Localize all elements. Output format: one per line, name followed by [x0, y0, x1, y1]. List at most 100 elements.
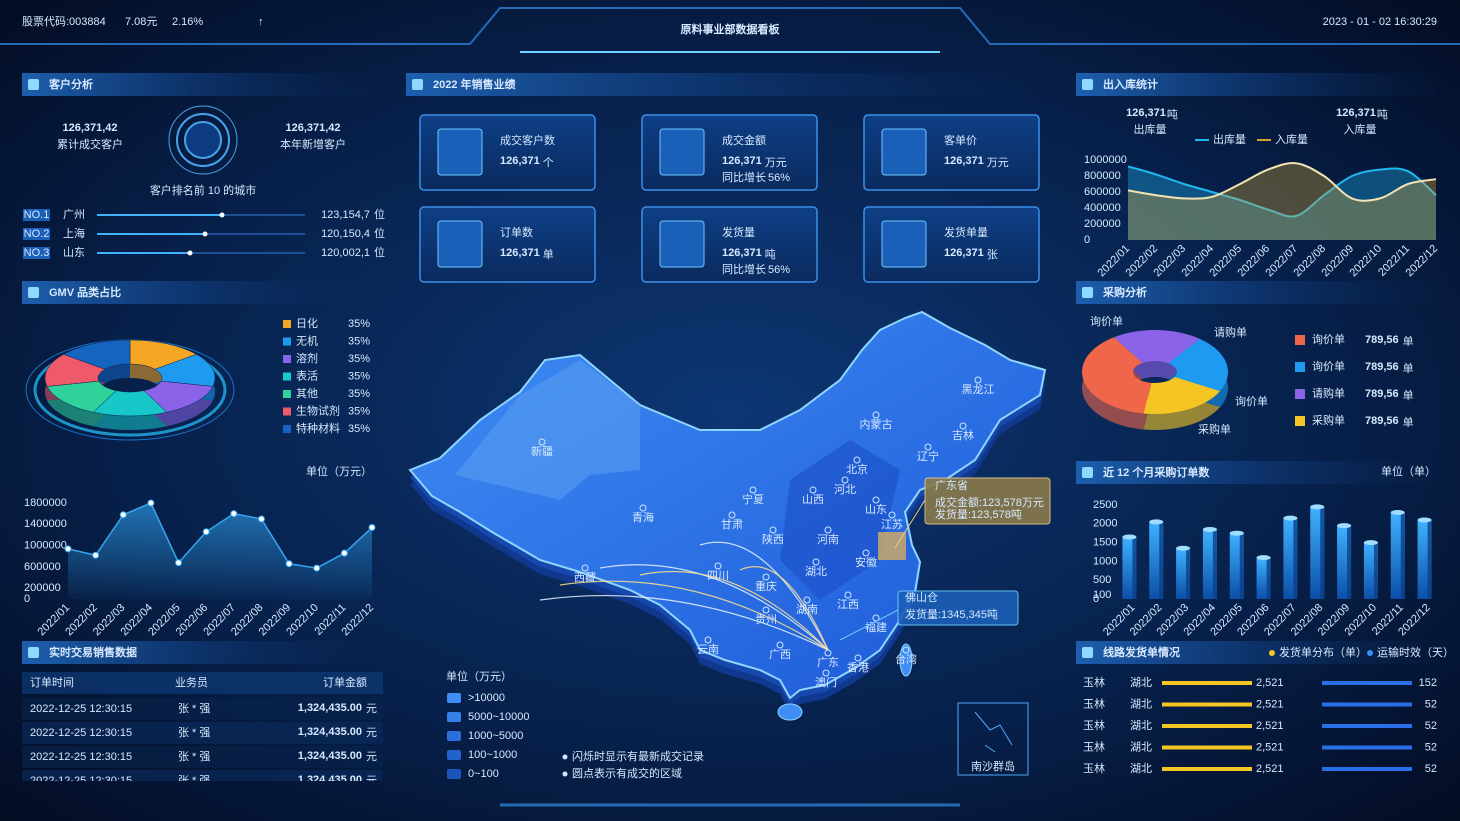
table-row-bg	[22, 698, 383, 720]
province-label: 广东	[817, 656, 839, 669]
map-dot	[776, 641, 784, 649]
bar-cap	[1149, 519, 1164, 525]
trend-point	[175, 559, 183, 567]
map-legend-swatch	[447, 712, 461, 722]
flow-line	[599, 564, 829, 651]
y-tick-label: 1000000	[24, 540, 67, 552]
province-label: 重庆	[755, 579, 777, 593]
province-label: 辽宁	[917, 449, 939, 463]
route-from: 玉林	[1083, 761, 1105, 775]
trend-point	[92, 551, 100, 559]
kpi-value: 126,371	[944, 155, 984, 167]
inset-islands	[974, 711, 1013, 753]
province-label: 江西	[837, 598, 859, 611]
tooltip-line: 成交金额:123,578万元	[935, 495, 1044, 509]
bar-cap	[1122, 534, 1137, 540]
salesperson: 张 * 强	[178, 726, 210, 739]
kpi-growth: 56%	[768, 172, 790, 184]
legend-unit: 单	[1403, 416, 1414, 429]
tooltip-leader	[894, 499, 926, 549]
flow-line	[539, 594, 829, 651]
y-tick-label: 200000	[24, 582, 61, 594]
y-tick-label: 500	[1093, 574, 1111, 586]
panel-header	[406, 73, 1036, 96]
bar-cap	[1390, 510, 1405, 516]
map-dot	[853, 456, 861, 464]
table-row-bg	[22, 722, 383, 744]
y-tick-label: 0	[24, 593, 30, 605]
flow-line	[559, 580, 829, 651]
route-count: 2,521	[1256, 720, 1284, 732]
trend-point	[340, 549, 348, 557]
rank: NO.1	[24, 209, 50, 221]
map-legend-title: 单位（万元）	[446, 669, 512, 683]
legend-label: 无机	[296, 333, 318, 347]
stat-value: 126,371	[1126, 107, 1166, 119]
legend-swatch	[283, 320, 291, 328]
province-label: 河南	[817, 533, 839, 546]
customer-ring	[176, 113, 230, 167]
stat-label: 入库量	[1344, 123, 1377, 136]
legend-swatch	[283, 425, 291, 433]
legend-swatch	[1295, 416, 1305, 426]
bar-side	[1373, 542, 1378, 599]
rank-badge	[23, 247, 50, 259]
panel-icon	[1082, 647, 1093, 658]
legend-swatch	[283, 337, 291, 346]
inset-label: 南沙群岛	[971, 759, 1015, 773]
bar-side	[1320, 506, 1325, 599]
legend-value: 789,56	[1365, 334, 1399, 346]
legend-dot	[1269, 650, 1275, 656]
legend-unit: 单	[1403, 335, 1414, 348]
panel-title: 近 12 个月采购订单数	[1103, 465, 1210, 479]
kpi-icon	[881, 128, 927, 176]
stock-arrow: ↑	[258, 16, 264, 28]
bar-side	[1427, 520, 1432, 599]
kpi-unit: 万元	[987, 157, 1009, 169]
stock-change: 2.16%	[172, 16, 203, 28]
legend-label: 运输时效（天）	[1377, 645, 1454, 659]
route-from: 玉林	[1083, 675, 1105, 689]
panel-header	[22, 281, 385, 304]
panel-header	[1076, 281, 1438, 304]
y-tick-label: 1500	[1093, 537, 1117, 549]
province-label: 河北	[834, 483, 856, 496]
rank-dot	[219, 212, 225, 218]
bar-cap	[1310, 504, 1325, 510]
map-dot	[974, 376, 982, 384]
legend-swatch	[283, 355, 291, 363]
kpi-value: 126,371	[500, 247, 540, 259]
kpi-icon	[881, 220, 927, 268]
kpi-label: 成交金额	[722, 133, 766, 147]
route-days: 52	[1425, 698, 1437, 710]
trend-area	[68, 503, 372, 599]
map-dot	[769, 526, 777, 534]
kpi-value: 126,371	[500, 155, 540, 167]
pie-label: 请购单	[1214, 325, 1247, 339]
province-label: 山西	[802, 493, 824, 506]
map-dot	[803, 596, 811, 604]
map-note: 闪烁时显示有最新成交记录	[572, 749, 704, 763]
order-amount: 1,324,435.00	[298, 702, 362, 714]
legend-label: 溶剂	[296, 351, 318, 365]
kpi-value: 126,371	[944, 247, 984, 259]
legend-label: 请购单	[1312, 386, 1345, 400]
panel-icon	[1082, 467, 1093, 478]
province-label: 湖北	[805, 565, 827, 578]
province-label: 宁夏	[742, 492, 764, 506]
flow-line	[739, 566, 829, 651]
rank-badge	[23, 228, 50, 240]
y-tick-label: 600000	[1084, 186, 1121, 198]
panel-header	[22, 73, 385, 96]
legend-swatch	[1295, 362, 1305, 372]
stat-value: 126,371	[1336, 107, 1376, 119]
province-label: 云南	[697, 643, 719, 656]
bar-side	[1266, 557, 1271, 599]
table-row-bg	[22, 746, 383, 768]
rank-value: 120,150,4	[321, 228, 370, 240]
legend-value: 35%	[348, 405, 370, 417]
kpi-icon	[437, 220, 483, 268]
y-tick-label: 1000000	[1084, 154, 1127, 166]
tooltip-leader	[839, 609, 899, 641]
